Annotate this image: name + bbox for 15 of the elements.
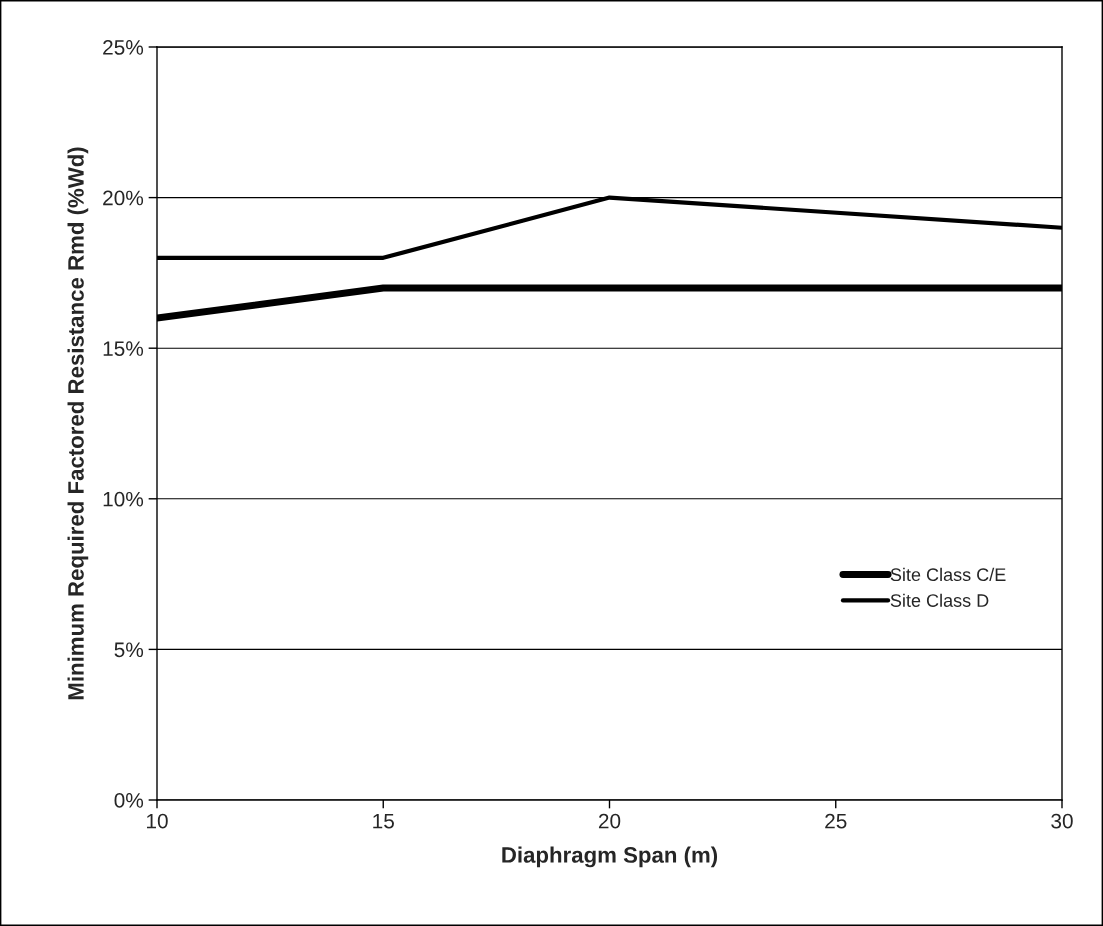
legend-label: Site Class D xyxy=(890,593,989,607)
y-tick-label: 15% xyxy=(103,341,144,356)
x-tick-label: 20 xyxy=(598,813,621,829)
x-tick-label: 30 xyxy=(1051,813,1073,829)
y-tick-label: 10% xyxy=(103,491,144,507)
y-axis-title: Minimum Required Factored Resistance Rmd (%Wd) xyxy=(67,147,89,700)
y-tick-label: 5% xyxy=(114,642,144,658)
legend-label: Site Class C/E xyxy=(890,567,1006,582)
x-tick-label: 25 xyxy=(825,813,847,829)
x-axis-title: Diaphragm Span (m) xyxy=(502,846,718,868)
y-tick-label: 25% xyxy=(103,40,144,55)
x-tick-label: 10 xyxy=(147,813,168,829)
y-tick-label: 20% xyxy=(103,190,144,206)
x-tick-label: 15 xyxy=(373,813,394,829)
y-tick-label: 0% xyxy=(114,793,144,808)
